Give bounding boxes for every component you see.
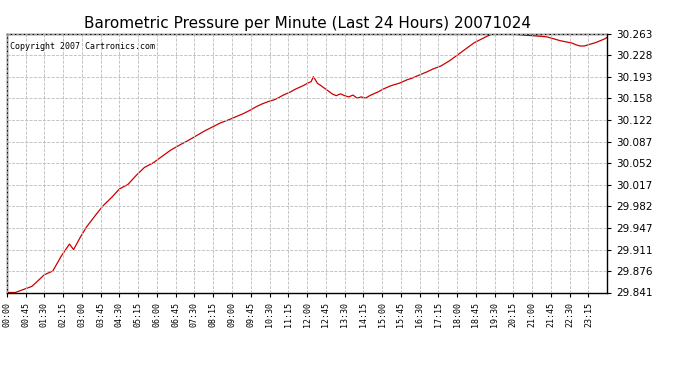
Title: Barometric Pressure per Minute (Last 24 Hours) 20071024: Barometric Pressure per Minute (Last 24 … — [83, 16, 531, 31]
Text: Copyright 2007 Cartronics.com: Copyright 2007 Cartronics.com — [10, 42, 155, 51]
